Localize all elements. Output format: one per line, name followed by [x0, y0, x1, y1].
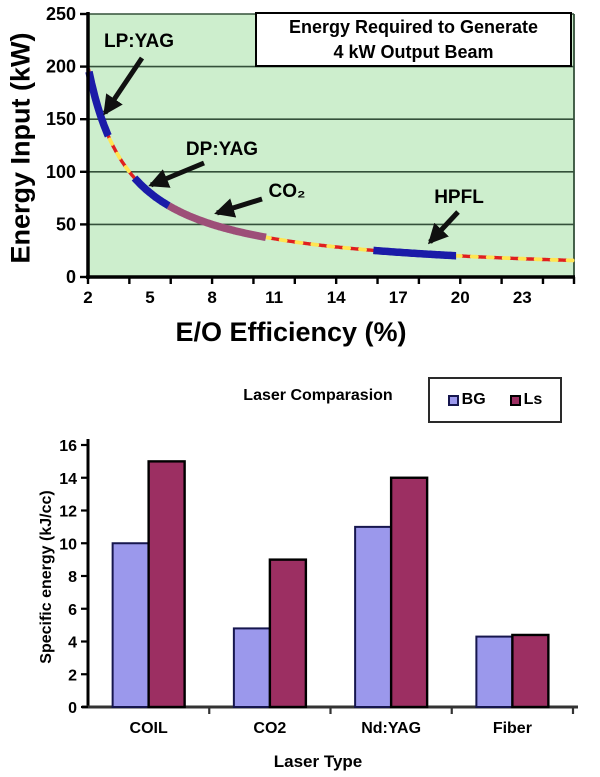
legend-swatch-bg-icon: [447, 394, 459, 406]
annotation-label: LP:YAG: [104, 31, 174, 52]
curve-dashed-yellow: [86, 66, 576, 263]
bar-ls-fiber: [511, 633, 550, 709]
curve-segment-dpyag: [131, 175, 171, 209]
x-tick-label: 14: [327, 288, 346, 307]
x-category-label: Nd:YAG: [361, 720, 421, 737]
x-category-label: Fiber: [493, 720, 532, 737]
bar-bg-ndyag: [354, 525, 393, 708]
legend-item-ls: Ls: [509, 391, 543, 409]
y-tick-label: 100: [46, 162, 76, 182]
energy-chart-y-axis-title: Energy Input (kW): [5, 32, 36, 264]
bar-ls-co2: [268, 558, 308, 709]
y-tick-label: 14: [59, 471, 77, 488]
bar-ls-coil: [147, 460, 186, 709]
energy-chart-title-line1: Energy Required to Generate: [288, 17, 539, 37]
legend-label-bg: BG: [461, 391, 486, 408]
x-category-label: COIL: [130, 720, 168, 737]
curve-segment-co2: [166, 202, 267, 241]
annotation-arrow: [427, 210, 460, 245]
legend-swatch-ls-icon: [509, 394, 521, 406]
energy-input-chart: 2 5 8 11 14 17 20 23 0 50 100 150 200 250 LP:YAG DP:YAG…: [0, 0, 600, 360]
curve-segment-lpyag: [85, 70, 112, 138]
annotation-label: CO₂: [269, 181, 306, 202]
x-tick-label: 5: [145, 288, 154, 307]
bar-chart-canvas: 0 2 4 6 8 10 12 14 16 COIL CO2 Nd:YAG Fiber: [59, 438, 578, 737]
x-category-label: CO2: [253, 720, 286, 737]
bar-bg-fiber: [475, 635, 514, 708]
x-tick-label: 11: [265, 288, 283, 307]
y-tick-label: 150: [46, 109, 76, 129]
annotation-arrow: [214, 196, 263, 218]
legend-label-ls: Ls: [523, 391, 543, 408]
bar-bg-coil: [111, 542, 150, 708]
x-tick-label: 23: [513, 288, 532, 307]
bar-chart-legend: BG Ls: [428, 377, 562, 423]
y-tick-label: 50: [56, 214, 76, 234]
y-tick-label: 16: [59, 438, 77, 455]
annotation-label: DP:YAG: [186, 139, 258, 160]
y-tick-label: 8: [68, 569, 77, 586]
x-tick-label: 17: [389, 288, 408, 307]
annotation-label: HPFL: [434, 187, 484, 208]
y-tick-label: 12: [59, 504, 77, 521]
y-tick-label: 250: [46, 4, 76, 24]
legend-item-bg: BG: [447, 391, 486, 409]
bar-ls-ndyag: [389, 476, 429, 709]
bar-bg-co2: [232, 627, 271, 708]
y-tick-label: 4: [68, 635, 77, 652]
x-tick-label: 2: [83, 288, 92, 307]
bar-chart-title: Laser Comparasion: [243, 387, 393, 404]
energy-chart-title-box: Energy Required to Generate 4 kW Output …: [255, 12, 572, 67]
curve-segment-hpfl: [373, 246, 457, 260]
y-tick-label: 200: [46, 57, 76, 77]
bar-chart-y-axis-title: Specific energy (kJ/cc): [38, 490, 55, 664]
y-tick-label: 0: [68, 700, 77, 717]
y-tick-label: 10: [59, 536, 77, 553]
x-tick-label: 8: [207, 288, 216, 307]
y-tick-label: 2: [68, 667, 77, 684]
y-tick-label: 6: [68, 602, 77, 619]
laser-comparison-chart: 0 2 4 6 8 10 12 14 16 COIL CO2 Nd:YAG Fiber Laser Co…: [0, 360, 600, 777]
bar-chart-x-axis-title: Laser Type: [273, 752, 363, 771]
x-tick-label: 20: [451, 288, 470, 307]
annotation-arrow: [148, 160, 205, 188]
energy-chart-title-line2: 4 kW Output Beam: [333, 42, 494, 62]
y-tick-label: 0: [66, 267, 76, 287]
energy-chart-x-axis-title: E/O Efficiency (%): [175, 317, 407, 347]
annotation-arrow: [102, 56, 145, 116]
